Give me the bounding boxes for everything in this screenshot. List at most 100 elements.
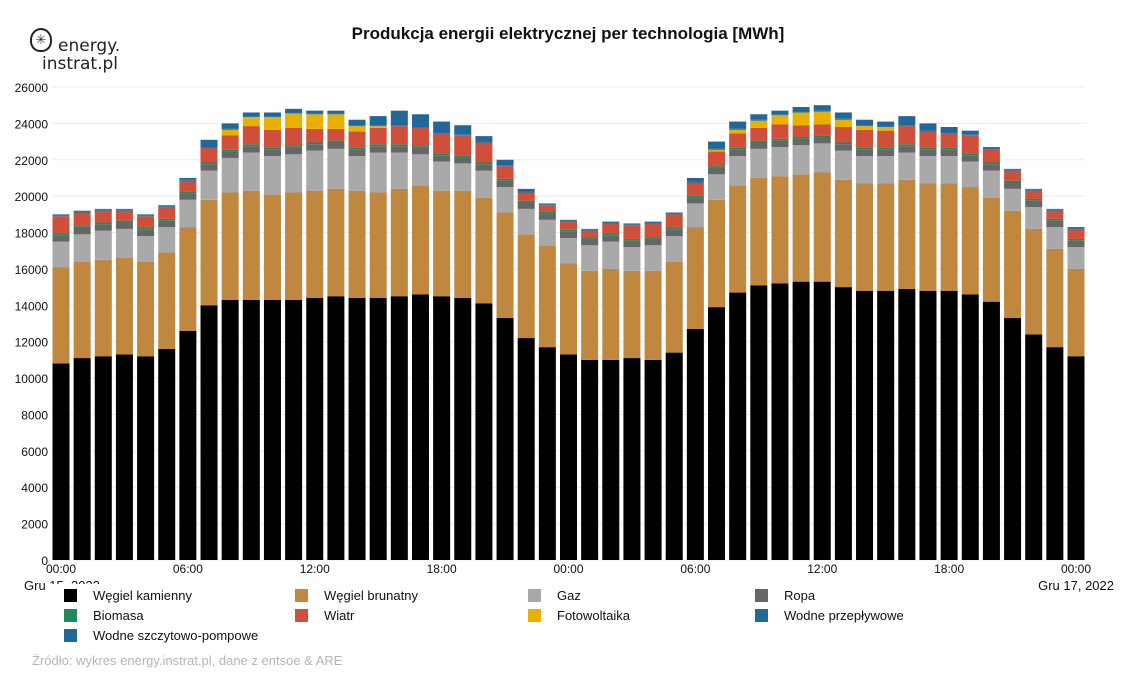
- bar-segment-0-44: [982, 301, 1000, 560]
- bar-segment-0-34: [771, 283, 789, 560]
- bar-segment-0-33: [750, 285, 768, 560]
- bar-segment-0-20: [475, 303, 493, 560]
- bar-segment-5-4: [137, 216, 155, 228]
- bar-segment-4-45: [1004, 180, 1022, 183]
- bar-segment-5-18: [433, 133, 451, 154]
- legend-item[interactable]: Fotowoltaika: [528, 608, 630, 623]
- bar-segment-6-37: [834, 119, 852, 128]
- bar-segment-0-35: [792, 281, 810, 560]
- bar-segment-0-39: [877, 290, 895, 560]
- y-tick-label: 6000: [21, 445, 48, 459]
- bar-segment-4-7: [200, 162, 218, 165]
- legend-item[interactable]: Ropa: [755, 588, 815, 603]
- y-tick-label: 18000: [15, 227, 49, 241]
- bar-segment-0-5: [158, 348, 176, 560]
- bar-segment-2-19: [454, 163, 472, 191]
- legend-item[interactable]: Biomasa: [64, 608, 144, 623]
- bar-segment-5-37: [834, 127, 852, 143]
- bar-segment-5-27: [623, 225, 641, 239]
- bar-segment-6-34: [771, 115, 789, 125]
- bar-segment-4-37: [834, 142, 852, 145]
- bar-segment-5-22: [517, 192, 535, 201]
- bar-segment-1-25: [581, 270, 599, 360]
- bar-segment-3-43: [961, 155, 979, 162]
- bar-segment-3-11: [285, 147, 303, 155]
- bar-segment-8-30: [686, 177, 704, 182]
- chart-title: Produkcja energii elektrycznej per techn…: [351, 24, 785, 43]
- legend-label: Węgiel kamienny: [93, 588, 192, 603]
- bar-segment-2-7: [200, 170, 218, 200]
- bar-segment-8-23: [538, 203, 556, 205]
- bar-segment-0-21: [496, 318, 514, 560]
- bar-segment-5-12: [306, 128, 324, 143]
- bar-segment-3-34: [771, 140, 789, 148]
- bar-segment-1-29: [665, 261, 683, 353]
- bar-segment-4-41: [919, 147, 937, 150]
- bar-segment-4-27: [623, 238, 641, 241]
- bar-segment-1-45: [1004, 210, 1022, 319]
- bar-segment-4-0: [52, 233, 70, 236]
- bar-segment-7-6: [179, 179, 197, 181]
- bar-segment-8-44: [982, 147, 1000, 149]
- bar-segment-0-8: [221, 299, 239, 560]
- bar-segment-8-27: [623, 223, 641, 225]
- bar-segment-3-47: [1046, 220, 1064, 228]
- bar-segment-8-17: [411, 114, 429, 128]
- bar-segment-1-46: [1025, 228, 1043, 335]
- bar-segment-3-8: [221, 151, 239, 158]
- bar-segment-5-10: [263, 129, 281, 148]
- bar-segment-8-2: [94, 208, 112, 210]
- bar-segment-0-13: [327, 296, 345, 560]
- bar-segment-2-21: [496, 187, 514, 213]
- bar-segment-4-30: [686, 195, 704, 198]
- bar-segment-8-36: [813, 105, 831, 111]
- bar-segment-1-35: [792, 174, 810, 282]
- bar-segment-2-45: [1004, 188, 1022, 211]
- bar-segment-3-6: [179, 193, 197, 200]
- bar-segment-1-20: [475, 197, 493, 304]
- bar-segment-8-32: [729, 121, 747, 129]
- legend-label: Wodne szczytowo-pompowe: [93, 628, 259, 643]
- legend-item[interactable]: Węgiel brunatny: [295, 588, 418, 603]
- y-tick-label: 10000: [15, 372, 49, 386]
- bar-segment-8-1: [73, 210, 91, 212]
- bar-segment-1-44: [982, 197, 1000, 302]
- bar-segment-4-35: [792, 137, 810, 139]
- bar-segment-7-24: [560, 220, 577, 222]
- bar-segment-6-38: [856, 126, 874, 130]
- bar-segment-0-15: [369, 298, 387, 560]
- legend-swatch: [64, 609, 77, 622]
- bar-segment-5-34: [771, 124, 789, 139]
- bar-segment-6-32: [729, 129, 747, 134]
- bar-segment-1-6: [179, 227, 197, 331]
- legend-item[interactable]: Wiatr: [295, 608, 354, 623]
- bar-segment-1-40: [898, 179, 916, 289]
- y-tick-label: 26000: [15, 81, 49, 95]
- legend-item[interactable]: Węgiel kamienny: [64, 588, 192, 603]
- bar-segment-3-25: [581, 238, 599, 246]
- bar-segment-8-5: [158, 205, 176, 207]
- bar-segment-0-43: [961, 294, 979, 560]
- legend-item[interactable]: Wodne szczytowo-pompowe: [64, 628, 258, 643]
- bar-segment-3-32: [729, 149, 747, 157]
- legend-item[interactable]: Wodne przepływowe: [755, 608, 904, 623]
- legend-item[interactable]: Gaz: [528, 588, 581, 603]
- bar-segment-4-46: [1025, 198, 1043, 201]
- logo-line2: instrat.pl: [42, 54, 119, 74]
- bar-segment-0-40: [898, 288, 916, 560]
- bar-segment-3-36: [813, 137, 831, 144]
- bar-segment-2-29: [665, 236, 683, 262]
- bar-segment-7-9: [242, 116, 260, 118]
- bar-segment-3-17: [411, 147, 429, 155]
- bar-segment-6-35: [792, 112, 810, 126]
- bar-segment-1-27: [623, 270, 641, 359]
- legend-label: Ropa: [784, 588, 816, 603]
- bar-segment-7-25: [581, 229, 599, 231]
- bar-segment-2-46: [1025, 207, 1043, 229]
- bar-segment-2-35: [792, 145, 810, 175]
- bar-segment-5-41: [919, 131, 937, 148]
- bar-segment-8-20: [475, 136, 493, 142]
- bar-segment-3-45: [1004, 182, 1022, 189]
- bar-segment-4-19: [454, 155, 472, 158]
